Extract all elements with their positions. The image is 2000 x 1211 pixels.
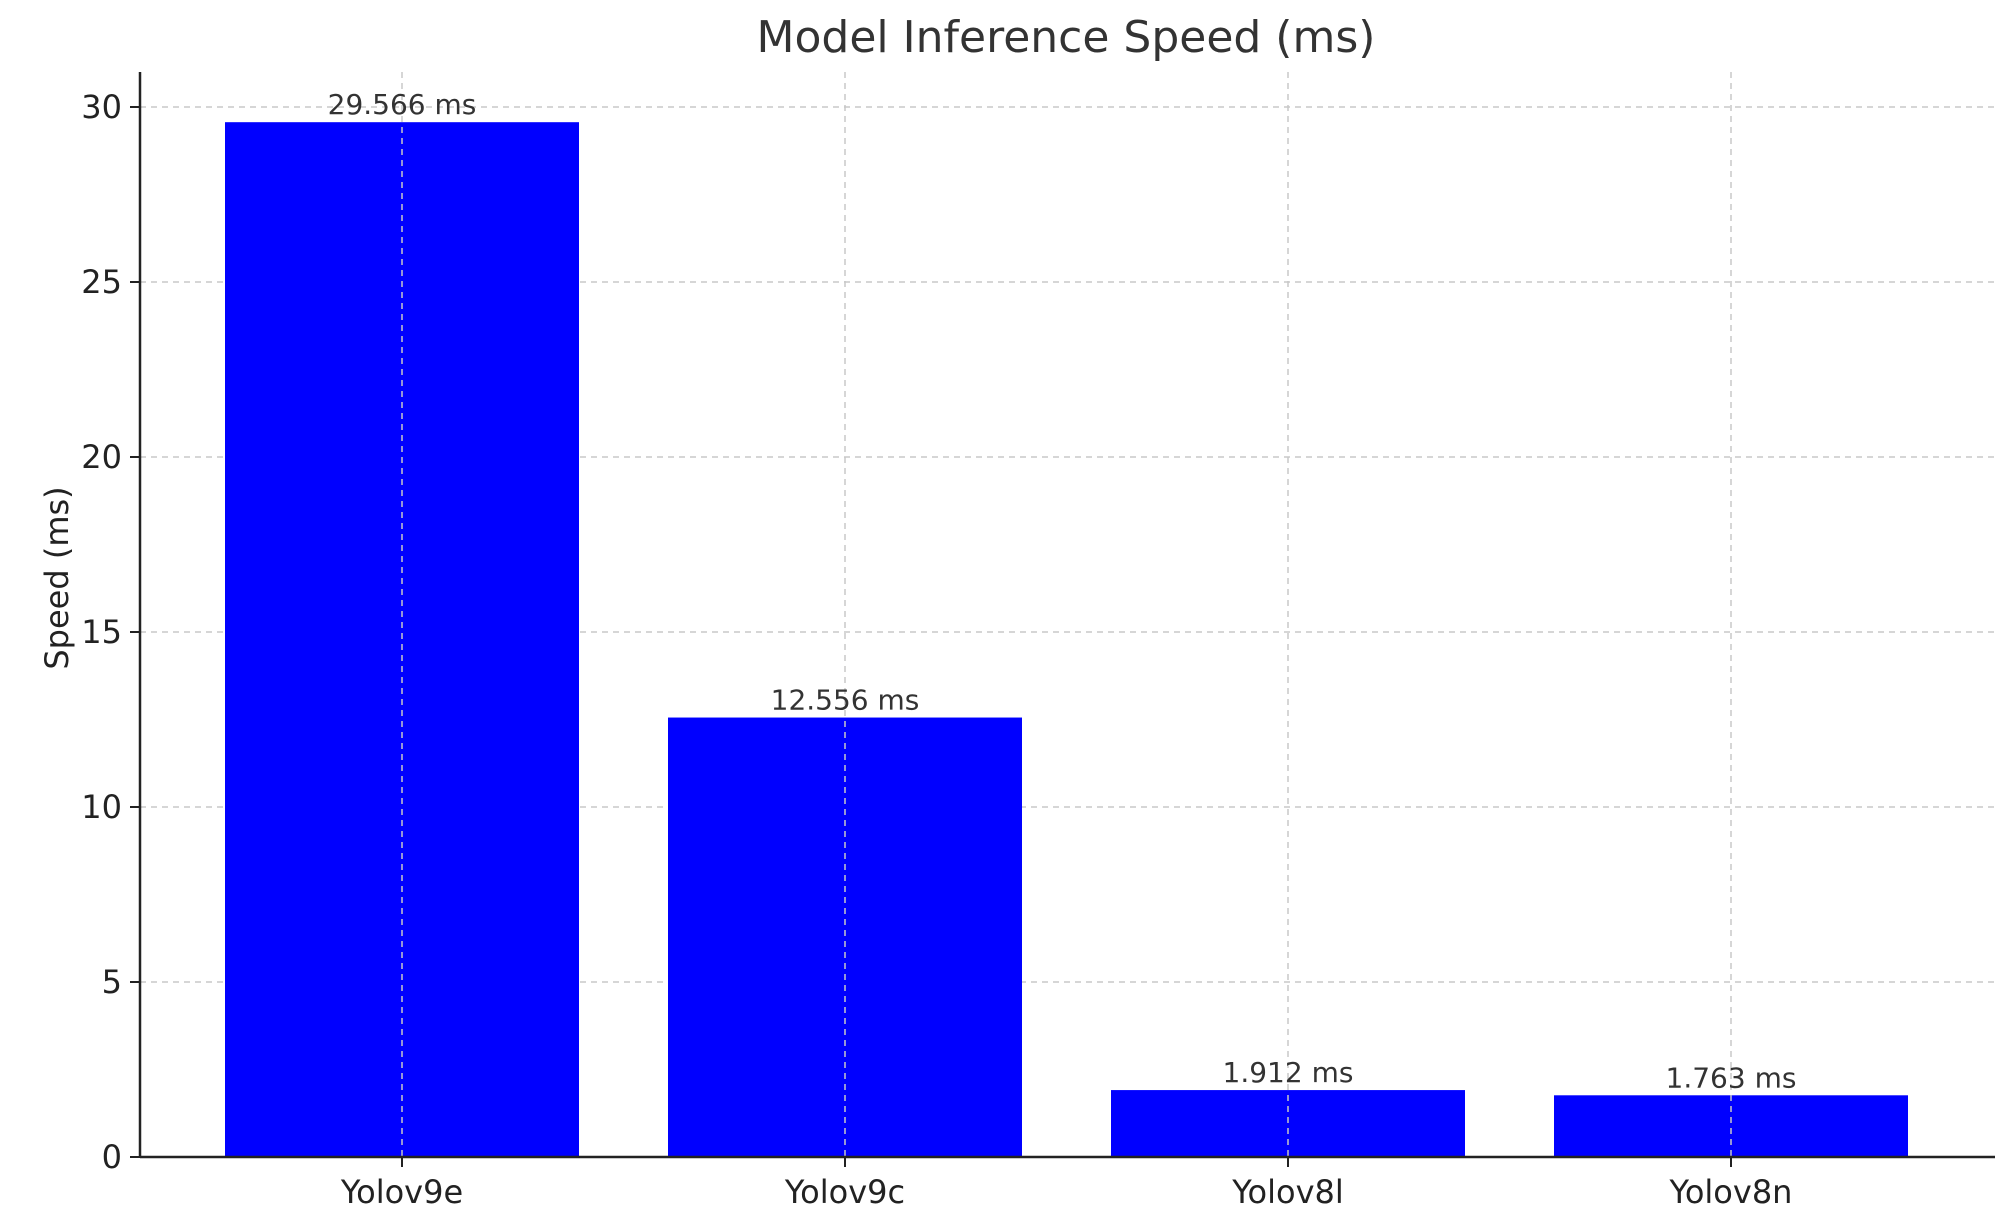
- y-tick-label: 0: [102, 1138, 122, 1176]
- data-label: 1.912 ms: [1223, 1056, 1354, 1089]
- data-label: 29.566 ms: [328, 88, 477, 121]
- data-label: 1.763 ms: [1666, 1061, 1797, 1094]
- y-tick-label: 5: [102, 963, 122, 1001]
- x-tick-label: Yolov8l: [1231, 1173, 1344, 1211]
- y-tick-label: 20: [81, 438, 122, 476]
- chart-title: Model Inference Speed (ms): [757, 12, 1376, 63]
- y-tick-label: 15: [81, 613, 122, 651]
- y-tick-label: 10: [81, 788, 122, 826]
- x-tick-label: Yolov9e: [340, 1173, 463, 1211]
- axis-layer: [130, 72, 1995, 1167]
- bar-yolov8l: [1111, 1090, 1465, 1157]
- bar-yolov8n: [1554, 1095, 1908, 1157]
- x-tick-label: Yolov9c: [784, 1173, 905, 1211]
- y-tick-label: 30: [81, 88, 122, 126]
- vertical-grid-layer: [401, 72, 1732, 1157]
- y-tick-label: 25: [81, 263, 122, 301]
- bar-layer: [225, 122, 1908, 1158]
- x-tick-label: Yolov8n: [1669, 1173, 1793, 1211]
- bar-yolov9c: [668, 717, 1022, 1157]
- y-axis-label: Speed (ms): [38, 486, 76, 669]
- label-layer: 0 5 10 15 20 25 30 Yolov9e Yolov9c Yolov8l Yolov8n…: [81, 88, 1796, 1211]
- data-label: 12.556 ms: [771, 684, 920, 717]
